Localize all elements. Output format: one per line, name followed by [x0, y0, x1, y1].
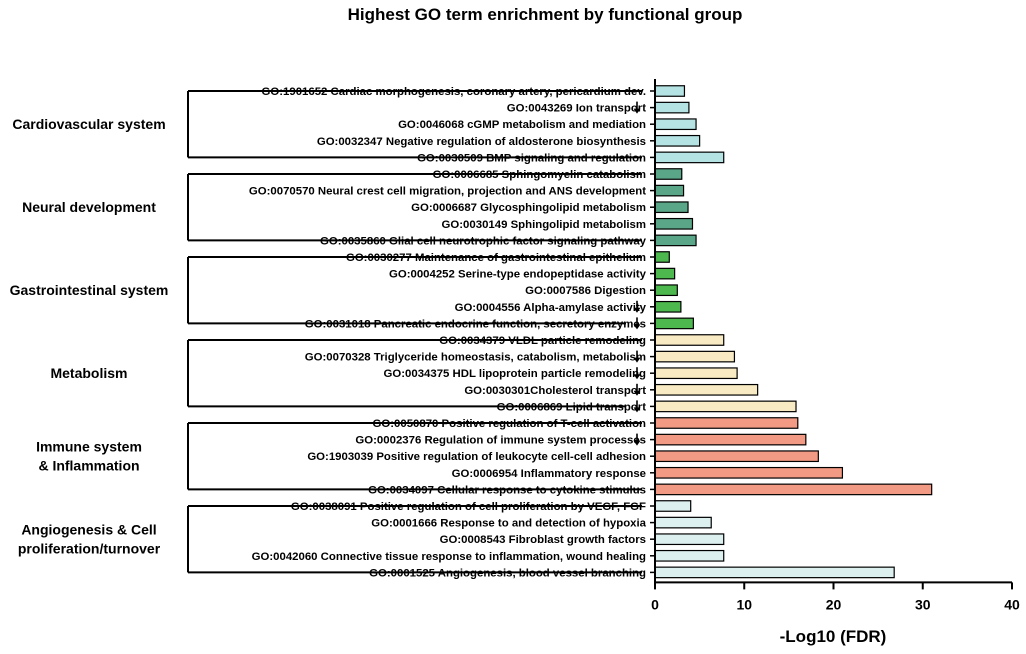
term-label: GO:0004556 Alpha-amylase activity	[455, 302, 647, 314]
bar	[654, 367, 738, 380]
x-tick-label: 0	[651, 596, 659, 612]
group-3: GO:0034379 VLDL particle remodelingGO:00…	[50, 334, 797, 413]
down-arrow-icon	[633, 433, 641, 446]
group-label: Angiogenesis & Cell proliferation/turnove…	[18, 522, 161, 557]
group-label: Neural development	[22, 199, 156, 215]
term-label: GO:0006954 Inflammatory response	[452, 468, 646, 480]
group-2: GO:0030277 Maintenance of gastrointestin…	[10, 251, 694, 330]
term-label: GO:0042060 Connective tissue response to…	[252, 551, 646, 563]
term-label: GO:0030301Cholesterol transport	[464, 385, 646, 397]
bar	[654, 566, 895, 579]
bar	[654, 284, 678, 297]
term-label: GO:0006687 Glycosphingolipid metabolism	[411, 202, 646, 214]
bar	[654, 400, 797, 413]
x-tick-label: 30	[915, 596, 931, 612]
term-label: GO:0046068 cGMP metabolism and mediation	[398, 119, 646, 131]
down-arrow-icon	[633, 101, 641, 114]
down-arrow-icon	[633, 367, 641, 380]
term-label: GO:0030149 Sphingolipid metabolism	[442, 219, 646, 231]
term-label: GO:0002376 Regulation of immune system p…	[355, 435, 646, 447]
plot-area: GO:1901652 Cardiac morphogenesis, corona…	[10, 79, 1020, 612]
down-arrow-icon	[633, 300, 641, 313]
bar	[654, 267, 676, 280]
term-label: GO:0070570 Neural crest cell migration, …	[249, 186, 646, 198]
bar	[654, 85, 686, 97]
down-arrow-icon	[633, 350, 641, 363]
bar	[654, 516, 712, 529]
bar	[654, 483, 933, 496]
bar	[654, 184, 685, 197]
down-arrow-icon	[633, 383, 641, 396]
term-label: GO:0001666 Response to and detection of …	[371, 518, 646, 530]
term-label: GO:0007586 Digestion	[525, 285, 646, 297]
bar	[654, 151, 725, 164]
group-label: Cardiovascular system	[12, 116, 165, 132]
x-tick-label: 20	[826, 596, 842, 612]
term-label: GO:0008543 Fibroblast growth factors	[440, 534, 646, 546]
bar	[654, 217, 694, 230]
bar	[654, 383, 759, 396]
bar	[654, 101, 690, 114]
bar	[654, 500, 692, 512]
x-axis-label: -Log10 (FDR)	[780, 627, 887, 646]
bar	[654, 350, 736, 363]
term-label: GO:0004252 Serine-type endopeptidase act…	[389, 269, 647, 281]
bar	[654, 450, 819, 463]
term-label: GO:0070328 Triglyceride homeostasis, cat…	[305, 352, 646, 364]
group-0: GO:1901652 Cardiac morphogenesis, corona…	[12, 85, 725, 164]
bar	[654, 134, 701, 147]
down-arrow-icon	[633, 317, 641, 330]
term-label: GO:1903039 Positive regulation of leukoc…	[307, 451, 646, 463]
y-ticks	[650, 90, 655, 574]
bar	[654, 334, 725, 346]
group-4: GO:0050870 Positive regulation of T-cell…	[36, 417, 933, 496]
bar	[654, 317, 694, 330]
x-tick-label: 10	[736, 596, 752, 612]
bar	[654, 533, 725, 546]
bar	[654, 168, 683, 180]
bar	[654, 300, 682, 313]
bar	[654, 549, 725, 562]
group-1: GO:0006685 Sphingomyelin catabolismGO:00…	[22, 168, 697, 247]
bar	[654, 251, 670, 263]
down-arrow-icon	[633, 400, 641, 413]
bar	[654, 466, 844, 479]
bar	[654, 417, 799, 429]
term-label: GO:0034375 HDL lipoprotein particle remo…	[384, 368, 647, 380]
bar	[654, 234, 697, 247]
group-label: Metabolism	[50, 365, 127, 381]
group-5: GO:0038091 Positive regulation of cell p…	[18, 500, 895, 579]
group-label: Gastrointestinal system	[10, 282, 169, 298]
term-label: GO:0032347 Negative regulation of aldost…	[317, 136, 646, 148]
group-label: Immune system & Inflammation	[36, 439, 142, 474]
bar	[654, 201, 689, 214]
bar	[654, 118, 697, 131]
chart-title: Highest GO term enrichment by functional…	[348, 5, 743, 24]
bar	[654, 433, 807, 446]
term-label: GO:0043269 Ion transport	[507, 103, 646, 115]
x-tick-label: 40	[1004, 596, 1020, 612]
